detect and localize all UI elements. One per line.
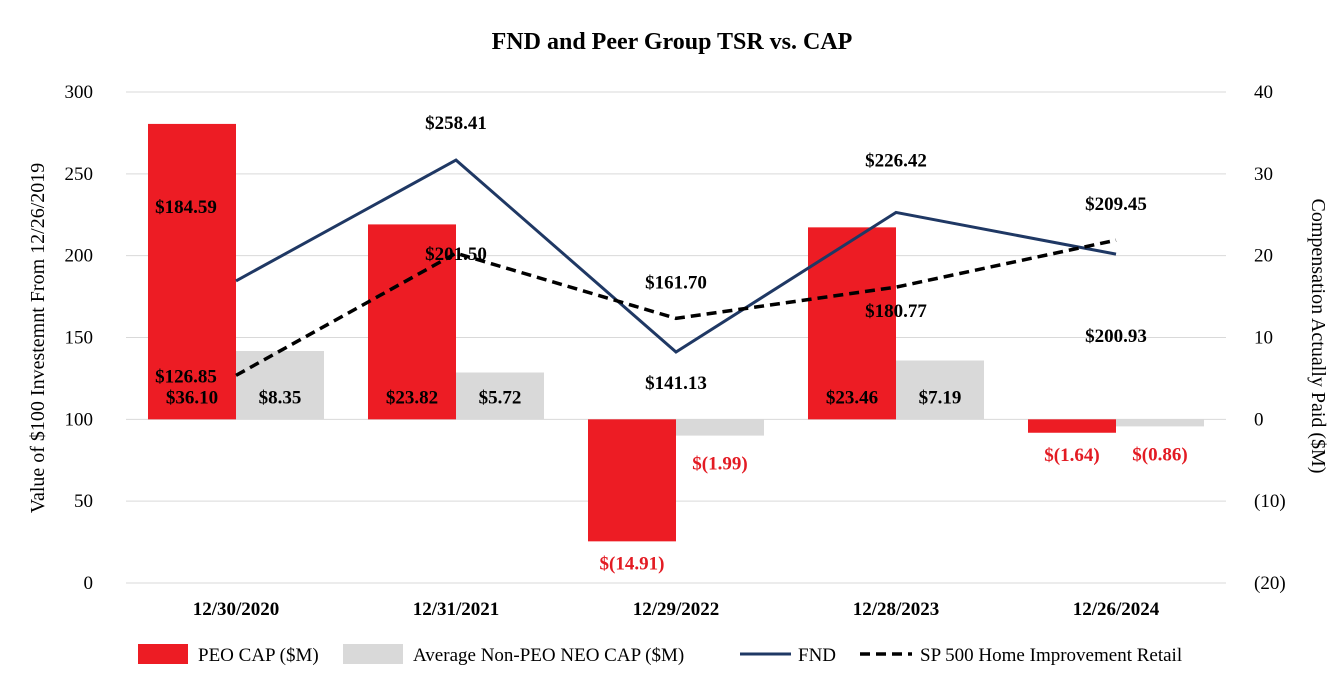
sp500-value-label: $126.85 [155, 366, 217, 387]
neo-cap-bar [236, 351, 324, 420]
legend-label-fnd: FND [798, 645, 836, 666]
y-axis-label: Value of $100 Investemnt From 12/26/2019 [27, 163, 49, 514]
peo-cap-label: $23.46 [826, 387, 878, 408]
x-tick-label: 12/31/2021 [413, 599, 500, 620]
neo-cap-bar [896, 360, 984, 420]
peo-cap-bar [588, 419, 676, 542]
fnd-value-label: $200.93 [1085, 326, 1147, 347]
neo-cap-label: $5.72 [479, 387, 522, 408]
chart-title: FND and Peer Group TSR vs. CAP [492, 29, 853, 55]
peo-cap-bar [1028, 419, 1116, 433]
peo-cap-label: $(1.64) [1044, 445, 1099, 466]
legend-swatch-neo [343, 644, 403, 664]
sp500-value-label: $161.70 [645, 272, 707, 293]
peo-cap-bar [148, 123, 236, 420]
y-tick-label: 200 [65, 246, 94, 267]
legend-label-peo: PEO CAP ($M) [198, 645, 319, 666]
y2-tick-label: 30 [1254, 164, 1273, 185]
y2-tick-label: 0 [1254, 409, 1264, 430]
y-tick-label: 0 [84, 573, 94, 594]
sp500-line [235, 238, 1117, 377]
y2-tick-label: 10 [1254, 328, 1273, 349]
x-tick-label: 12/29/2022 [633, 599, 720, 620]
legend-swatch-peo [138, 644, 188, 664]
fnd-value-label: $226.42 [865, 150, 927, 171]
fnd-value-label: $184.59 [155, 197, 217, 218]
y2-tick-label: (10) [1254, 491, 1286, 512]
peo-cap-label: $(14.91) [600, 553, 665, 574]
sp500-value-label: $201.50 [425, 244, 487, 265]
x-tick-label: 12/26/2024 [1073, 599, 1160, 620]
y-tick-label: 100 [65, 409, 94, 430]
neo-cap-label: $8.35 [259, 387, 302, 408]
peo-cap-label: $23.82 [386, 387, 438, 408]
y-tick-label: 250 [65, 164, 94, 185]
neo-cap-bar [456, 372, 544, 420]
neo-cap-label: $7.19 [919, 387, 962, 408]
neo-cap-label: $(0.86) [1132, 444, 1187, 465]
neo-cap-bar [1116, 419, 1204, 427]
peo-cap-bar [368, 224, 456, 420]
sp500-value-label: $209.45 [1085, 194, 1147, 215]
y2-tick-label: 40 [1254, 82, 1273, 103]
y-tick-label: 300 [65, 82, 94, 103]
neo-cap-label: $(1.99) [692, 454, 747, 475]
fnd-value-label: $258.41 [425, 113, 487, 134]
lines [235, 158, 1117, 377]
legend: PEO CAP ($M) Average Non-PEO NEO CAP ($M)… [138, 644, 1182, 666]
y2-tick-label: (20) [1254, 573, 1286, 594]
x-tick-label: 12/30/2020 [193, 599, 280, 620]
y-tick-label: 50 [74, 491, 93, 512]
y-tick-label: 150 [65, 328, 94, 349]
legend-label-sp500: SP 500 Home Improvement Retail [920, 645, 1182, 666]
sp500-value-label: $180.77 [865, 301, 927, 322]
fnd-line [235, 158, 1117, 354]
y2-axis-label: Compensation Actually Paid ($M) [1307, 199, 1329, 474]
bars [148, 123, 1204, 542]
axis-ticks: 0 50 100 150 200 250 300 (20) (10) 0 10 20 30 40 12/30… [65, 82, 1286, 620]
fnd-value-label: $141.13 [645, 373, 707, 394]
x-tick-label: 12/28/2023 [853, 599, 940, 620]
peo-cap-label: $36.10 [166, 387, 218, 408]
data-labels: $36.10 $23.82 $(14.91) $23.46 $(1.64) $8.35 $5… [155, 113, 1188, 574]
neo-cap-bar [676, 419, 764, 436]
y2-tick-label: 20 [1254, 246, 1273, 267]
legend-label-neo: Average Non-PEO NEO CAP ($M) [413, 645, 684, 666]
